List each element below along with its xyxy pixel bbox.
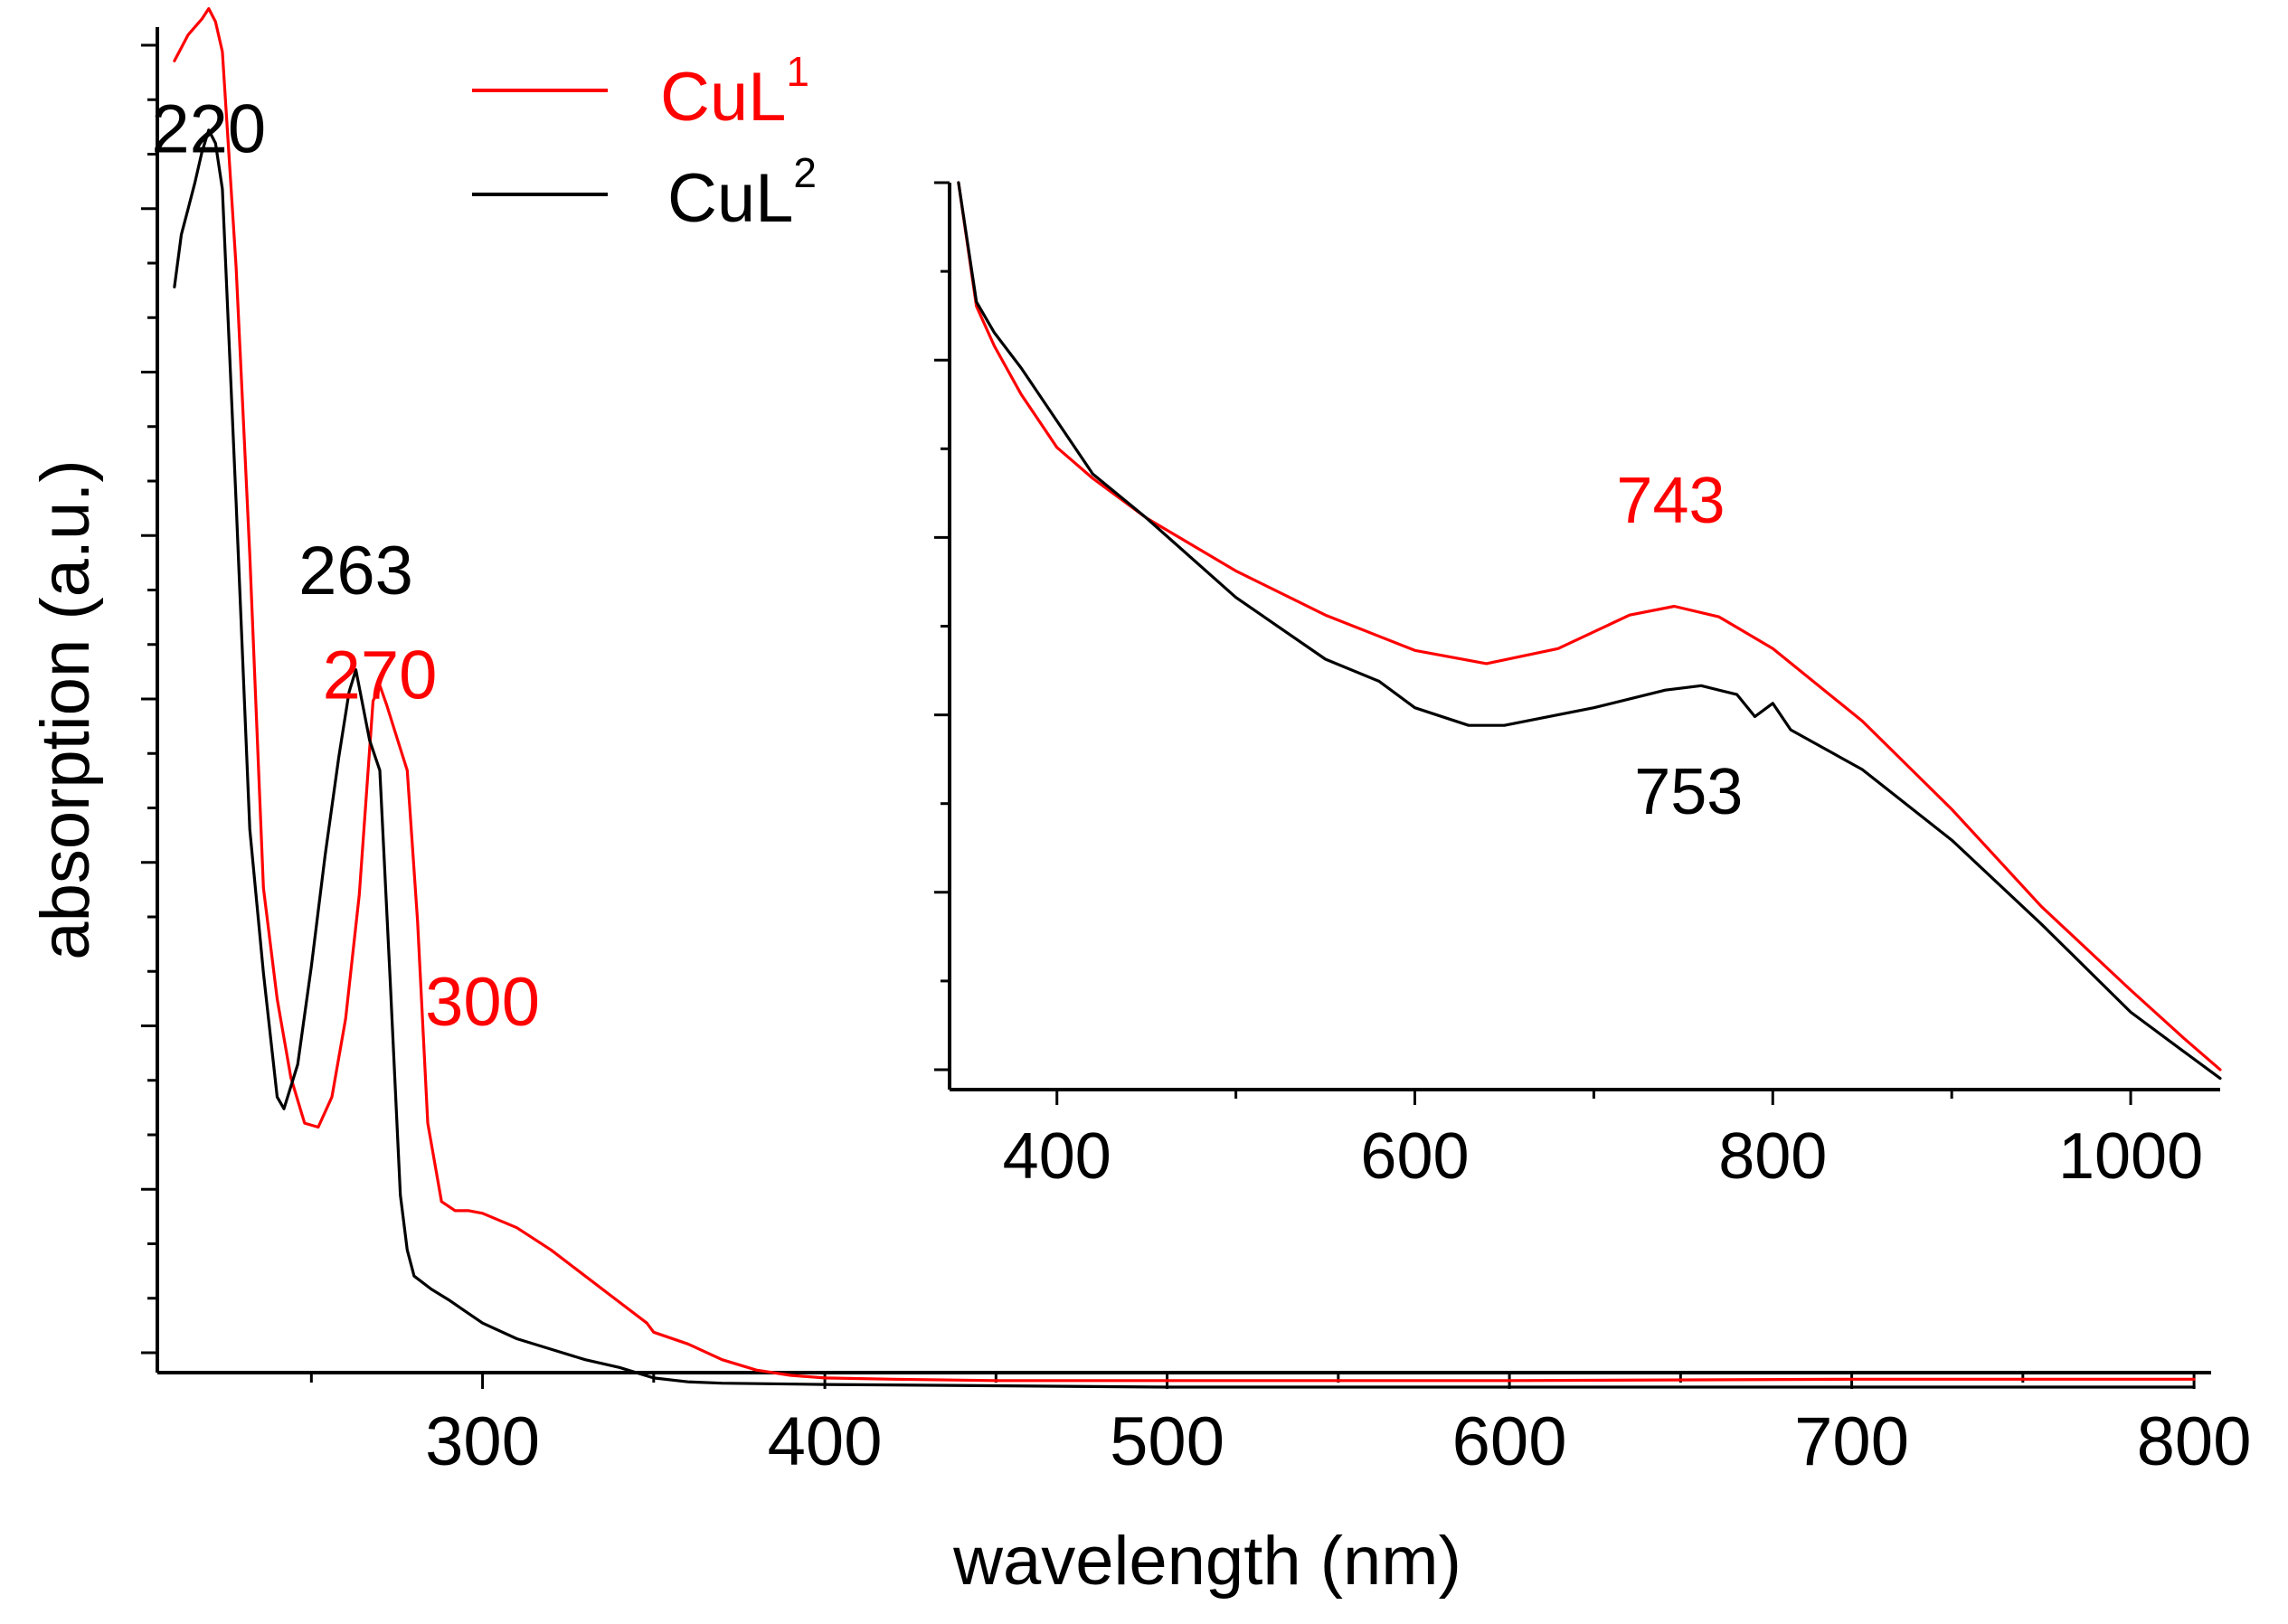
y-axis-label: absorption (a.u.) <box>27 459 104 959</box>
main-x-tick-label: 500 <box>1110 1403 1224 1480</box>
legend-label-cul2-sup: 2 <box>793 149 817 196</box>
inset-x-tick-label: 600 <box>1360 1120 1469 1193</box>
legend-label-cul1: CuL1 <box>660 48 809 136</box>
inset-x-tick-label: 400 <box>1003 1120 1111 1193</box>
inset-x-ticks <box>1055 1090 2132 1105</box>
inset-series-cul2 <box>957 181 2222 1081</box>
main-x-tick-label: 800 <box>2137 1403 2252 1480</box>
main-x-tick-labels: 300 400 500 600 700 800 <box>425 1403 2251 1480</box>
legend-label-cul1-base: CuL <box>660 59 786 136</box>
inset-x-tick-labels: 400 600 800 1000 <box>1003 1120 2203 1193</box>
main-x-tick-label: 600 <box>1452 1403 1567 1480</box>
inset-peak-annotation: 753 <box>1634 756 1743 828</box>
legend-label-cul2: CuL2 <box>667 149 817 237</box>
main-peak-annotation: 263 <box>298 533 413 609</box>
main-x-tick-label: 400 <box>768 1403 883 1480</box>
main-peak-annotation: 270 <box>323 637 438 714</box>
inset-x-tick-label: 1000 <box>2058 1120 2203 1193</box>
inset-plot: 400 600 800 1000 743 753 <box>934 181 2222 1193</box>
inset-annotations: 743 753 <box>1616 465 1743 828</box>
main-series-cul1 <box>173 6 2196 1383</box>
inset-peak-annotation: 743 <box>1616 465 1725 537</box>
legend-label-cul2-base: CuL <box>667 160 793 237</box>
main-peak-annotation: 220 <box>151 90 266 167</box>
main-x-tick-label: 700 <box>1794 1403 1909 1480</box>
inset-series-lines <box>957 181 2222 1081</box>
main-series-cul2 <box>173 128 2196 1389</box>
main-series-lines <box>173 6 2196 1389</box>
main-peak-annotation: 300 <box>425 964 540 1041</box>
main-y-ticks <box>141 43 157 1355</box>
inset-x-tick-label: 800 <box>1718 1120 1827 1193</box>
inset-y-ticks <box>934 181 950 1072</box>
legend-label-cul1-sup: 1 <box>786 48 809 95</box>
x-axis-label: wavelength (nm) <box>952 1523 1461 1600</box>
legend: CuL1 CuL2 <box>472 48 817 237</box>
main-annotations: 220220263270300 <box>151 90 540 1041</box>
inset-series-cul1 <box>957 181 2222 1072</box>
main-x-tick-label: 300 <box>425 1403 540 1480</box>
